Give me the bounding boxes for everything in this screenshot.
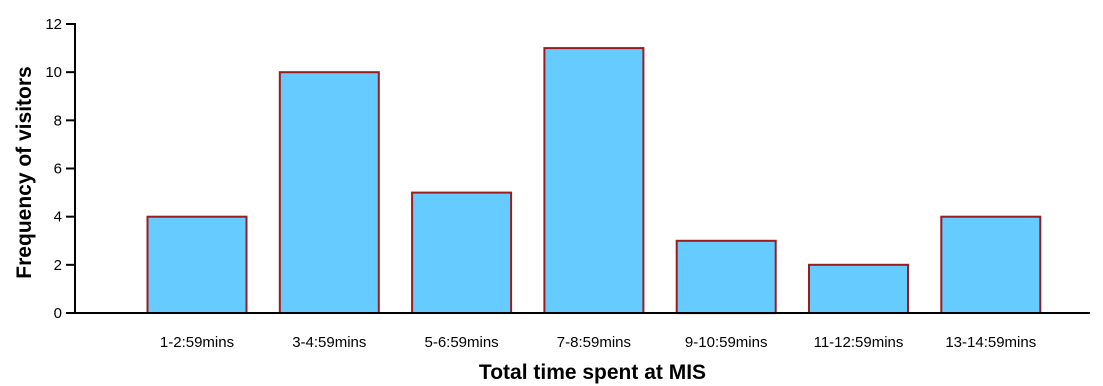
bars-group xyxy=(146,47,1042,315)
x-tick-label: 9-10:59mins xyxy=(685,334,768,351)
x-axis: 1-2:59mins 3-4:59mins 5-6:59mins 7-8:59mins… xyxy=(74,312,1090,351)
x-tick-label: 5-6:59mins xyxy=(424,334,498,351)
x-tick-label: 1-2:59mins xyxy=(160,334,234,351)
y-tick-label: 2 xyxy=(54,257,62,274)
y-axis: 0 2 4 6 8 10 12 xyxy=(45,16,76,322)
x-tick-label: 11-12:59mins xyxy=(814,334,904,351)
y-tick-label: 12 xyxy=(45,16,62,33)
y-tick-label: 8 xyxy=(54,112,62,129)
y-tick-label: 10 xyxy=(45,64,62,81)
y-tick-label: 0 xyxy=(54,305,62,322)
bar-7-8:59mins xyxy=(543,47,645,314)
bar-9-10:59mins xyxy=(675,239,777,315)
bar-13-14:59mins xyxy=(940,215,1042,314)
bar-5-6:59mins xyxy=(411,191,513,315)
x-tick-label: 13-14:59mins xyxy=(945,334,1036,351)
bar-3-4:59mins xyxy=(278,71,380,314)
y-tick-label: 4 xyxy=(54,209,62,226)
y-tick-label: 6 xyxy=(54,161,62,178)
bar-11-12:59mins xyxy=(808,263,909,314)
x-tick-label: 3-4:59mins xyxy=(292,334,366,351)
x-axis-title: Total time spent at MIS xyxy=(479,361,706,384)
x-tick-label: 7-8:59mins xyxy=(557,334,631,351)
y-axis-title: Frequency of visitors xyxy=(13,66,36,278)
bar-1-2:59mins xyxy=(146,215,248,314)
